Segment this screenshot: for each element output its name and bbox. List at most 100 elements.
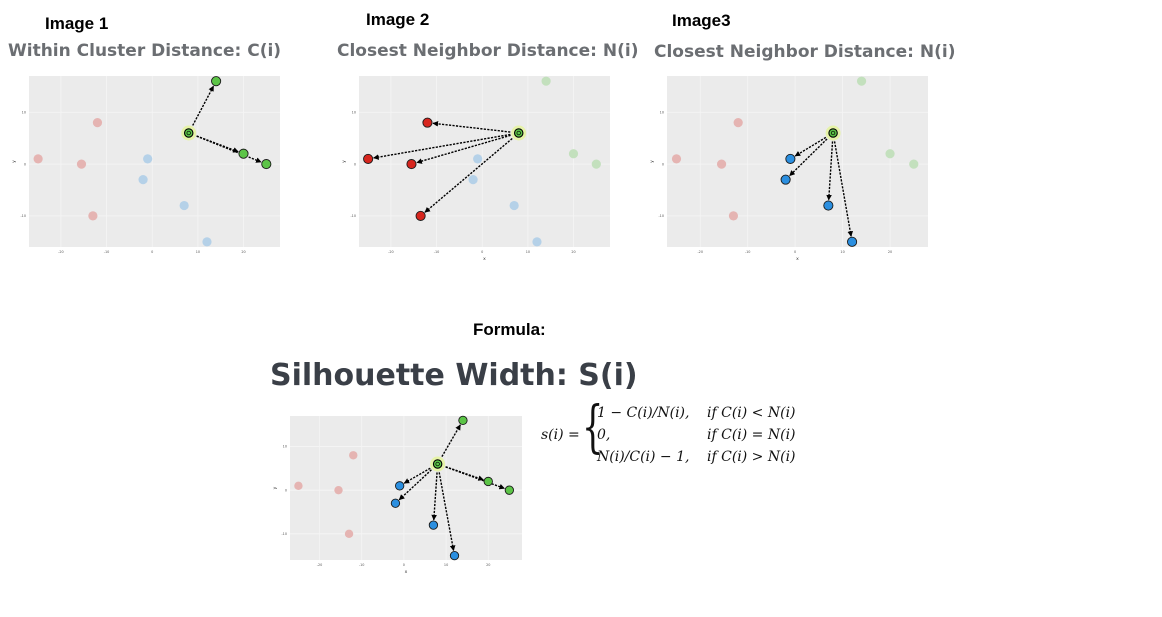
y-tick-label: 0	[285, 488, 287, 492]
x-axis-title: x	[796, 257, 799, 262]
green-distance-arrow	[442, 465, 505, 490]
focus-point-ring	[516, 130, 521, 136]
focus-point-ring	[435, 461, 440, 467]
blue-faded-point	[473, 154, 483, 164]
image-3-label: Image3	[672, 11, 731, 30]
blue-distance-arrow	[833, 137, 854, 237]
green-point	[211, 76, 222, 87]
blue-faded-point	[468, 175, 478, 185]
y-tick-label: 0	[24, 162, 26, 166]
red-faded-point	[671, 154, 682, 164]
blue-faded-point	[179, 200, 189, 211]
image-1-label: Image 1	[45, 14, 109, 33]
focus-point-ring	[830, 130, 836, 136]
plot-panel	[667, 76, 928, 247]
blue-faded-point	[509, 200, 519, 211]
y-tick-label: 10	[283, 445, 287, 449]
blue-distance-arrow	[794, 134, 830, 157]
blue-distance-arrow	[403, 465, 434, 484]
green-faded-point	[856, 76, 867, 86]
blue-distance-arrow	[431, 468, 438, 521]
green-distance-arrow	[190, 85, 215, 129]
red-faded-point	[728, 211, 739, 221]
blue-point	[785, 153, 796, 164]
focus-point-ring	[186, 130, 191, 136]
green-distance-arrow	[439, 424, 461, 461]
blue-faded-point	[532, 237, 542, 247]
plot-panel	[290, 416, 522, 560]
x-tick-label: 20	[888, 250, 892, 254]
red-faded-point	[76, 159, 87, 169]
x-tick-label: 0	[151, 250, 153, 254]
blue-point	[847, 236, 858, 247]
red-faded-point	[716, 159, 727, 169]
formula-brace: {	[582, 395, 604, 460]
formula-case-3-expr: N(i)/C(i) − 1,	[597, 449, 690, 465]
x-tick-label: -20	[697, 250, 703, 254]
green-faded-point	[885, 149, 895, 159]
y-tick-label: -10	[658, 214, 664, 218]
closest-neighbor-subtitle-2: Closest Neighbor Distance: N(i)	[337, 41, 639, 61]
red-faded-point	[92, 118, 103, 128]
x-tick-label: 20	[571, 250, 575, 254]
y-tick-label: -10	[281, 532, 287, 536]
x-tick-label: 20	[241, 250, 245, 254]
x-tick-label: -10	[104, 250, 110, 254]
within-cluster-plot: -20 -10 0 10 20 10 0 -10 y	[12, 76, 280, 254]
focus-point	[432, 459, 443, 469]
blue-distance-arrow	[398, 466, 435, 501]
green-faded-point	[541, 76, 551, 86]
red-distance-arrow	[424, 135, 516, 213]
image-2-label: Image 2	[366, 10, 430, 29]
green-point	[483, 476, 493, 487]
silhouette-width-title: Silhouette Width: S(i)	[270, 358, 638, 393]
green-faded-point	[909, 159, 919, 169]
green-faded-point	[568, 149, 579, 159]
formula-label: Formula:	[473, 320, 546, 339]
formula-case-2-expr: 0,	[597, 427, 611, 443]
red-faded-point	[294, 481, 303, 491]
x-axis-title: x	[483, 257, 486, 262]
x-tick-label: -10	[359, 563, 365, 567]
red-faded-point	[33, 154, 43, 164]
red-faded-point	[334, 485, 343, 495]
green-point	[238, 148, 249, 159]
focus-point	[183, 128, 194, 138]
x-tick-label: -20	[317, 563, 323, 567]
formula-case-1-expr: 1 − C(i)/N(i),	[597, 405, 690, 421]
plot-panel	[29, 76, 280, 247]
red-point	[415, 210, 426, 221]
green-point	[458, 415, 468, 426]
y-tick-label: 10	[660, 110, 664, 114]
x-tick-label: 20	[486, 563, 490, 567]
y-axis-title: y	[342, 160, 347, 163]
silhouette-combined-plot: -20 -10 0 10 20 10 0 -10 x y	[273, 415, 522, 575]
green-point	[261, 159, 272, 170]
y-tick-label: -10	[20, 214, 26, 218]
neighbor-blue-plot: -20 -10 0 10 20 10 0 -10 x y	[650, 76, 928, 262]
x-tick-label: -10	[434, 250, 440, 254]
x-tick-label: -10	[745, 250, 751, 254]
x-tick-label: 10	[840, 250, 844, 254]
x-tick-label: 10	[196, 250, 200, 254]
blue-point	[390, 498, 401, 508]
y-axis-title: y	[12, 160, 17, 163]
formula-case-2-cond: if C(i) = N(i)	[707, 427, 796, 443]
neighbor-red-plot: -20 -10 0 10 20 10 0 -10 x y	[342, 76, 610, 262]
formula-case-3-cond: if C(i) > N(i)	[707, 449, 796, 465]
red-faded-point	[88, 211, 98, 221]
blue-point	[428, 520, 439, 530]
blue-point	[395, 481, 405, 491]
silhouette-formula: s(i) = { 1 − C(i)/N(i), if C(i) < N(i) 0…	[541, 400, 811, 468]
red-faded-point	[733, 118, 743, 128]
red-distance-arrow	[432, 121, 514, 134]
blue-faded-point	[143, 154, 153, 164]
blue-point	[780, 174, 791, 185]
focus-point	[828, 128, 838, 138]
x-tick-label: -20	[58, 250, 64, 254]
x-tick-label: -20	[388, 250, 394, 254]
red-point	[422, 117, 433, 128]
blue-faded-point	[138, 175, 148, 185]
red-point	[363, 153, 374, 164]
red-distance-arrow	[416, 133, 515, 164]
